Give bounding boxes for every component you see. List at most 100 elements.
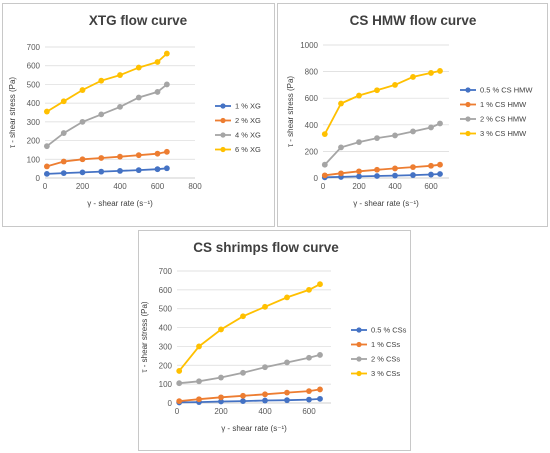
x-tick-label: 400 bbox=[258, 407, 272, 416]
data-point bbox=[392, 132, 398, 139]
series-line bbox=[46, 83, 168, 147]
data-point bbox=[218, 326, 224, 333]
y-tick-label: 800 bbox=[305, 68, 319, 77]
legend-marker bbox=[356, 327, 362, 333]
legend-label: 1 % CS HMW bbox=[480, 100, 527, 109]
legend-marker bbox=[356, 341, 362, 348]
data-point bbox=[338, 170, 344, 177]
legend-label: 2 % CSs bbox=[371, 355, 400, 364]
chart-title: CS shrimps flow curve bbox=[193, 240, 339, 255]
data-point bbox=[240, 392, 246, 399]
data-point bbox=[154, 59, 161, 65]
xtg-flow-curve-chart: XTG flow curve 0 100 200 300 400 500 600 700 0 200… bbox=[2, 3, 275, 227]
y-tick-label: 300 bbox=[27, 118, 41, 127]
legend-marker bbox=[465, 87, 471, 93]
data-point bbox=[437, 68, 443, 74]
data-point bbox=[321, 172, 328, 179]
data-point bbox=[306, 396, 312, 403]
data-point bbox=[60, 130, 67, 136]
x-tick-label: 0 bbox=[43, 182, 48, 191]
data-point bbox=[240, 369, 246, 376]
x-axis-label: γ - shear rate (s⁻¹) bbox=[87, 199, 153, 208]
data-point bbox=[437, 161, 443, 168]
y-tick-label: 100 bbox=[27, 155, 41, 164]
series-line bbox=[46, 167, 167, 175]
data-point bbox=[43, 143, 50, 150]
data-point bbox=[306, 388, 312, 395]
legend-marker bbox=[220, 117, 226, 124]
data-point bbox=[135, 152, 142, 159]
legend-label: 3 % CS HMW bbox=[480, 129, 527, 138]
data-point bbox=[163, 165, 170, 172]
series-line bbox=[46, 150, 168, 168]
data-point bbox=[410, 128, 416, 135]
data-point bbox=[374, 166, 380, 173]
y-axis-label: τ - shear stress (Pa) bbox=[140, 301, 149, 373]
data-point bbox=[356, 168, 362, 175]
cs-shrimps-chart-svg: CS shrimps flow curve 0 100 200 300 400 500 600… bbox=[140, 240, 407, 433]
data-point bbox=[196, 378, 202, 385]
data-point bbox=[374, 173, 380, 179]
legend-label: 1 % CSs bbox=[371, 340, 400, 349]
x-tick-label: 0 bbox=[321, 182, 326, 191]
data-point bbox=[356, 173, 362, 180]
x-tick-label: 200 bbox=[76, 182, 90, 191]
data-point bbox=[163, 81, 170, 88]
data-point bbox=[262, 364, 268, 371]
chart-title: XTG flow curve bbox=[89, 13, 188, 28]
data-point bbox=[154, 89, 161, 95]
data-point bbox=[60, 98, 67, 105]
y-tick-label: 600 bbox=[27, 62, 41, 71]
legend-marker bbox=[220, 103, 226, 109]
y-tick-label: 600 bbox=[305, 94, 319, 103]
x-tick-label: 400 bbox=[388, 182, 402, 191]
data-point bbox=[317, 281, 323, 288]
data-point bbox=[135, 167, 142, 174]
data-point bbox=[428, 171, 434, 178]
legend-label: 1 % XG bbox=[235, 102, 261, 111]
y-tick-label: 500 bbox=[27, 80, 41, 89]
data-point bbox=[338, 100, 344, 107]
data-point bbox=[218, 398, 224, 405]
data-point bbox=[43, 163, 50, 170]
data-point bbox=[60, 158, 67, 165]
data-point bbox=[98, 77, 105, 84]
data-point bbox=[392, 82, 398, 88]
series-line bbox=[324, 122, 441, 166]
y-tick-label: 400 bbox=[27, 99, 41, 108]
legend-marker bbox=[465, 116, 471, 122]
data-point bbox=[284, 294, 290, 301]
data-point bbox=[176, 380, 183, 387]
y-tick-label: 700 bbox=[159, 267, 173, 276]
data-point bbox=[392, 172, 398, 179]
chart-title: CS HMW flow curve bbox=[350, 13, 477, 28]
xtg-chart-svg: XTG flow curve 0 100 200 300 400 500 600 700 0 200… bbox=[8, 13, 261, 208]
legend-label: 3 % CSs bbox=[371, 369, 400, 378]
y-tick-label: 200 bbox=[305, 147, 319, 156]
data-point bbox=[437, 120, 443, 127]
y-tick-label: 200 bbox=[27, 137, 41, 146]
data-point bbox=[338, 144, 344, 151]
data-point bbox=[163, 148, 170, 155]
data-point bbox=[218, 394, 224, 401]
data-point bbox=[374, 87, 380, 94]
y-tick-label: 0 bbox=[314, 174, 319, 183]
data-point bbox=[262, 391, 268, 398]
data-point bbox=[306, 354, 312, 361]
data-point bbox=[284, 397, 290, 404]
legend-label: 4 % XG bbox=[235, 131, 261, 140]
y-axis-label: τ - shear stress (Pa) bbox=[286, 76, 295, 148]
data-point bbox=[60, 170, 67, 177]
data-point bbox=[117, 153, 123, 160]
y-tick-label: 1000 bbox=[300, 41, 318, 50]
x-tick-label: 600 bbox=[151, 182, 165, 191]
x-tick-label: 600 bbox=[424, 182, 438, 191]
data-point bbox=[262, 397, 268, 404]
data-point bbox=[98, 155, 105, 161]
data-point bbox=[410, 172, 416, 178]
data-point bbox=[437, 171, 443, 177]
data-point bbox=[176, 398, 183, 405]
legend-marker bbox=[356, 370, 362, 377]
data-point bbox=[262, 303, 268, 310]
cs-hmw-flow-curve-chart: CS HMW flow curve 0 200 400 600 800 1000 0 200 40… bbox=[277, 3, 548, 227]
